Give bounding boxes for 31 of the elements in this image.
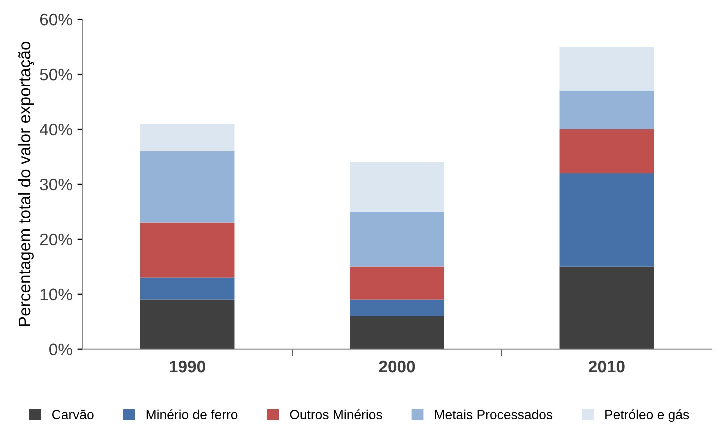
bar (140, 151, 235, 223)
bar (140, 124, 235, 152)
y-axis-title: Percentagem total do valor exportação (18, 42, 34, 326)
bar (560, 90, 654, 130)
bar (140, 300, 235, 350)
bar (350, 300, 444, 316)
bar (350, 266, 444, 300)
y-tick-label: 30% (40, 178, 72, 191)
bar (560, 47, 654, 91)
legend-label: Metais Processados (435, 410, 553, 420)
legend-label: Minério de ferro (146, 410, 238, 420)
x-tick-label: 2000 (379, 360, 416, 373)
bar (350, 316, 444, 350)
legend-label: Carvão (52, 410, 94, 420)
legend-label: Petróleo e gás (606, 410, 690, 422)
y-tick-label: 60% (40, 14, 72, 26)
x-tick-label: 1990 (170, 360, 206, 373)
bar (140, 278, 235, 300)
bar (560, 173, 654, 267)
bar (560, 129, 654, 174)
y-tick-label: 40% (40, 124, 72, 136)
bar (560, 266, 654, 350)
x-tick-label: 2010 (588, 360, 625, 373)
y-tick-label: 20% (40, 234, 72, 246)
y-tick-label: 50% (40, 68, 72, 81)
y-tick-label: 0% (50, 344, 72, 356)
bar (350, 162, 444, 212)
y-tick-label: 10% (40, 288, 72, 301)
legend-label: Outros Minérios (290, 410, 382, 420)
bar (350, 212, 444, 267)
bar (140, 222, 235, 278)
